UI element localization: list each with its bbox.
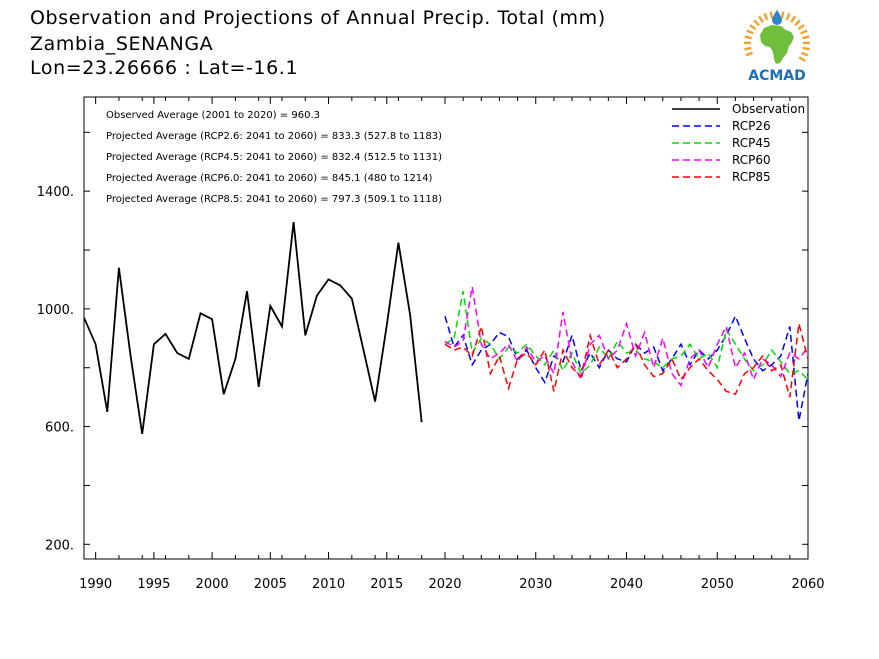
series-line-rcp45 [444,291,809,381]
y-tick-label: 600. [45,421,74,436]
logo-ray [802,35,810,40]
logo-ray [790,15,796,23]
logo-ray [798,56,806,63]
legend-label-rcp26: RCP26 [732,119,771,133]
x-tick-label: 2040 [610,577,643,592]
logo-rays [743,11,811,63]
x-tick-label: 2060 [791,577,824,592]
y-tick-label: 1000. [37,303,74,318]
y-tick-label: 1400. [37,185,74,200]
logo-ray [797,24,805,31]
stats-box: Observed Average (2001 to 2020) = 960.3 P… [106,110,442,205]
logo-ray [745,51,753,57]
axis-tick-labels: 200. 600. 1000. 1400. 1990 1995 2000 2005 2010 20… [37,185,825,592]
water-drop-icon [772,10,782,25]
stat-line: Projected Average (RCP4.5: 2041 to 2060)… [106,152,442,163]
x-tick-label: 2030 [519,577,552,592]
logo-ray [794,19,801,27]
acmad-logo-text: ACMAD [748,68,806,84]
series-layer [83,222,809,435]
series-line-observation [83,222,423,435]
logo-ray [785,12,791,21]
stat-line: Projected Average (RCP8.5: 2041 to 2060)… [106,194,442,205]
series-line-rcp60 [444,286,809,387]
legend-label-rcp60: RCP60 [732,153,771,167]
x-tick-label: 1990 [79,577,112,592]
series-line-rcp26 [444,314,809,421]
logo-ray [758,15,764,23]
logo-ray [769,11,774,19]
x-tick-label: 2015 [370,577,403,592]
x-tick-label: 2010 [312,577,345,592]
logo-ray [780,11,785,19]
y-tick-label: 200. [45,538,74,553]
x-tick-label: 2000 [196,577,229,592]
chart-coordinates: Lon=23.26666 : Lat=-16.1 [30,57,299,79]
chart-title: Observation and Projections of Annual Pr… [30,7,606,29]
stat-line: Observed Average (2001 to 2020) = 960.3 [106,110,320,121]
logo-ray [749,24,757,31]
series-line-rcp85 [444,323,809,398]
legend-label-observation: Observation [732,102,805,116]
acmad-logo: ACMAD [743,10,811,84]
logo-ray [763,12,769,21]
logo-ray [800,29,808,35]
logo-ray [753,19,760,27]
logo-ray [744,35,752,40]
x-tick-label: 2050 [701,577,734,592]
x-tick-label: 2005 [254,577,287,592]
x-tick-label: 1995 [137,577,170,592]
logo-ray [802,46,810,51]
stat-line: Projected Average (RCP6.0: 2041 to 2060)… [106,173,433,184]
chart-location: Zambia_SENANGA [30,33,214,55]
logo-ray [744,46,752,51]
africa-shape [760,25,794,64]
x-tick-label: 2020 [428,577,461,592]
legend-label-rcp85: RCP85 [732,170,771,184]
legend-label-rcp45: RCP45 [732,136,771,150]
plot-frame [83,96,809,560]
legend: Observation RCP26 RCP45 RCP60 RCP85 [672,102,805,184]
stat-line: Projected Average (RCP2.6: 2041 to 2060)… [106,131,442,142]
axis-ticks [84,97,809,559]
logo-ray [746,29,754,35]
logo-ray [801,51,809,57]
